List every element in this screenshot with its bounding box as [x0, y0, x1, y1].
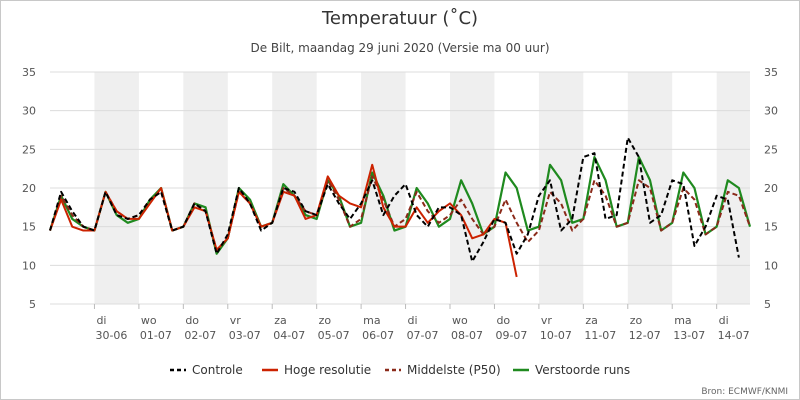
legend: Controle Hoge resolutie Middelste (P50) Ver… [170, 363, 630, 377]
x-tick-dow-11-07: za [585, 314, 598, 327]
x-tick-date-12-07: 12-07 [629, 329, 661, 342]
y-tick-right-10: 10 [764, 259, 778, 272]
x-tick-date-09-07: 09-07 [495, 329, 527, 342]
x-tick-dow-12-07: zo [630, 314, 643, 327]
x-tick-dow-02-07: do [185, 314, 199, 327]
x-axis: di 30-06 wo 01-07 do 02-07 vr 03-07 za 04-07 zo 05-… [93, 304, 750, 342]
legend-label-middelste-p50-: Middelste (P50) [407, 363, 501, 377]
legend-label-hoge-resolutie: Hoge resolutie [284, 363, 371, 377]
x-tick-date-04-07: 04-07 [273, 329, 305, 342]
x-tick-date-05-07: 05-07 [318, 329, 350, 342]
y-tick-left-10: 10 [22, 259, 36, 272]
chart-subtitle: De Bilt, maandag 29 juni 2020 (Versie ma… [250, 41, 549, 55]
x-tick-date-01-07: 01-07 [140, 329, 172, 342]
x-tick-dow-09-07: do [496, 314, 510, 327]
x-tick-date-06-07: 06-07 [362, 329, 394, 342]
x-tick-dow-07-07: di [408, 314, 418, 327]
x-tick-date-30-06: 30-06 [95, 329, 127, 342]
legend-label-controle: Controle [192, 363, 243, 377]
chart-title: Temperatuur (˚C) [321, 8, 478, 29]
series-line-controle [49, 136, 740, 263]
y-tick-right-30: 30 [764, 105, 778, 118]
y-tick-right-35: 35 [764, 66, 778, 79]
x-tick-dow-13-07: ma [674, 314, 691, 327]
legend-label-verstoorde-runs: Verstoorde runs [535, 363, 630, 377]
x-tick-date-07-07: 07-07 [407, 329, 439, 342]
x-tick-dow-03-07: vr [230, 314, 242, 327]
y-tick-left-30: 30 [22, 105, 36, 118]
x-tick-dow-01-07: wo [141, 314, 157, 327]
series-lines [48, 136, 752, 278]
x-tick-date-11-07: 11-07 [584, 329, 616, 342]
y-tick-left-5: 5 [29, 298, 36, 311]
x-tick-dow-08-07: wo [452, 314, 468, 327]
x-tick-dow-10-07: vr [541, 314, 553, 327]
x-tick-date-10-07: 10-07 [540, 329, 572, 342]
y-tick-left-20: 20 [22, 182, 36, 195]
x-tick-dow-06-07: ma [363, 314, 380, 327]
y-axis-right: 5 10 15 20 25 30 35 [764, 66, 778, 311]
y-tick-right-15: 15 [764, 221, 778, 234]
y-axis-left: 5 10 15 20 25 30 35 [22, 66, 36, 311]
x-tick-date-14-07: 14-07 [718, 329, 750, 342]
x-tick-dow-04-07: za [274, 314, 287, 327]
x-tick-date-03-07: 03-07 [229, 329, 261, 342]
source-credit: Bron: ECMWF/KNMI [701, 387, 788, 397]
x-tick-dow-14-07: di [719, 314, 729, 327]
y-tick-right-20: 20 [764, 182, 778, 195]
x-tick-dow-05-07: zo [319, 314, 332, 327]
x-tick-date-13-07: 13-07 [673, 329, 705, 342]
x-tick-date-08-07: 08-07 [451, 329, 483, 342]
x-tick-dow-30-06: di [96, 314, 106, 327]
y-tick-left-35: 35 [22, 66, 36, 79]
y-tick-left-25: 25 [22, 143, 36, 156]
y-tick-left-15: 15 [22, 221, 36, 234]
x-tick-date-02-07: 02-07 [184, 329, 216, 342]
y-tick-right-5: 5 [764, 298, 771, 311]
y-tick-right-25: 25 [764, 143, 778, 156]
